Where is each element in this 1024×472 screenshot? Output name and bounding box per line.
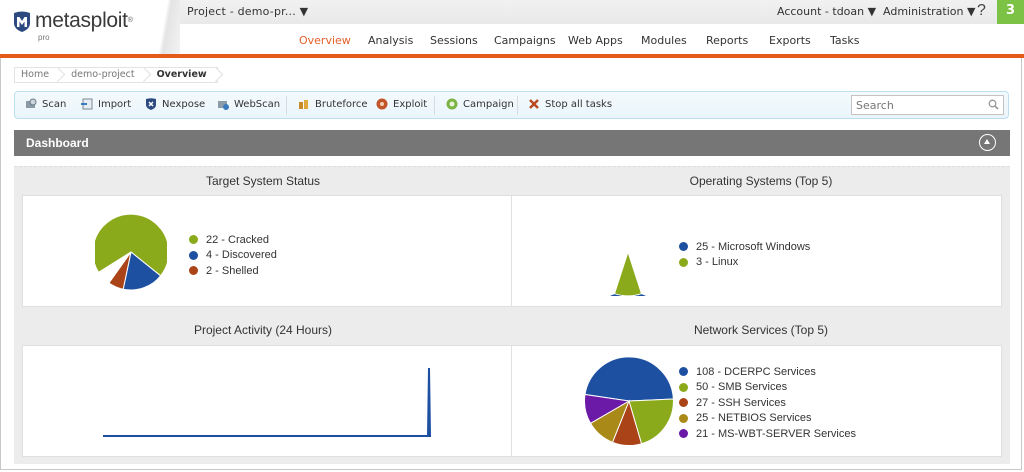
search-input[interactable] — [852, 96, 982, 114]
legend-dot — [679, 257, 688, 267]
legend-dot — [679, 413, 688, 423]
metasploit-logo[interactable]: metasploit® pro — [12, 9, 133, 42]
nav-modules[interactable]: Modules — [641, 34, 687, 47]
logo-text: metasploit® — [35, 9, 133, 32]
services-pie-chart[interactable] — [584, 356, 674, 446]
legend-item[interactable]: 25 - NETBIOS Services — [679, 411, 856, 427]
activity-line-chart[interactable] — [23, 346, 513, 458]
dashboard-header: Dashboard — [14, 130, 1010, 156]
nav-exports[interactable]: Exports — [769, 34, 811, 47]
toolbar-separator — [434, 96, 435, 115]
nav-web-apps[interactable]: Web Apps — [568, 34, 623, 47]
nav-overview[interactable]: Overview — [299, 34, 351, 47]
nav-reports[interactable]: Reports — [706, 34, 749, 47]
breadcrumb-current: Overview — [145, 68, 217, 82]
os-legend: 25 - Microsoft Windows 3 - Linux — [679, 239, 810, 270]
stop-icon — [529, 99, 539, 109]
legend-item[interactable]: 50 - SMB Services — [679, 380, 856, 396]
nav-analysis[interactable]: Analysis — [368, 34, 414, 47]
nav-sessions[interactable]: Sessions — [430, 34, 478, 47]
legend-item[interactable]: 108 - DCERPC Services — [679, 364, 856, 380]
target-status-pie-chart[interactable] — [95, 208, 167, 296]
scan-button[interactable]: Scan — [25, 98, 66, 110]
webscan-icon — [218, 101, 229, 110]
campaign-icon — [446, 98, 458, 110]
scan-icon — [26, 98, 37, 108]
toolbar-separator — [286, 96, 287, 115]
project-menu[interactable]: Project - demo-pr... ▼ — [187, 5, 309, 18]
exploit-button[interactable]: Exploit — [376, 98, 427, 110]
search-field[interactable] — [851, 95, 1004, 115]
toolbar-separator — [517, 96, 518, 115]
legend-item[interactable]: 21 - MS-WBT-SERVER Services — [679, 426, 856, 442]
legend-item[interactable]: 22 - Cracked — [189, 232, 277, 248]
breadcrumb: Home demo-project Overview — [14, 67, 218, 83]
stop-all-tasks-button[interactable]: Stop all tasks — [528, 98, 612, 110]
legend-item[interactable]: 3 - Linux — [679, 255, 810, 271]
nav-accent-bar — [0, 54, 1024, 58]
legend-item[interactable]: 4 - Discovered — [189, 248, 277, 264]
dashboard-body: Target System Status Operating Systems (… — [14, 166, 1010, 464]
dashboard-title: Dashboard — [26, 136, 89, 150]
services-title: Network Services (Top 5) — [693, 323, 829, 337]
import-icon — [81, 98, 93, 110]
activity-title: Project Activity (24 Hours) — [193, 323, 333, 337]
bruteforce-icon — [299, 100, 308, 109]
services-panel: 108 - DCERPC Services 50 - SMB Services … — [511, 345, 1002, 457]
legend-dot — [679, 242, 688, 252]
header-slant-decoration — [150, 0, 180, 54]
legend-dot — [189, 235, 198, 245]
help-button[interactable]: ? — [977, 2, 986, 19]
nav-tasks[interactable]: Tasks — [830, 34, 860, 47]
action-toolbar: Scan Import Nexpose WebScan Bruteforce E… — [14, 91, 1009, 119]
legend-dot — [679, 398, 688, 408]
account-menu[interactable]: Account - tdoan ▼ — [777, 5, 877, 18]
os-title: Operating Systems (Top 5) — [689, 174, 833, 188]
search-icon[interactable] — [988, 99, 999, 110]
bruteforce-button[interactable]: Bruteforce — [298, 98, 368, 110]
notification-badge[interactable]: 3 — [997, 0, 1024, 24]
legend-dot — [189, 266, 198, 276]
legend-dot — [679, 367, 688, 377]
collapse-icon[interactable] — [979, 134, 996, 151]
administration-menu[interactable]: Administration ▼ — [883, 5, 976, 18]
nexpose-icon — [146, 98, 156, 110]
breadcrumb-home[interactable]: Home — [15, 68, 59, 82]
services-legend: 108 - DCERPC Services 50 - SMB Services … — [679, 364, 856, 442]
exploit-icon — [376, 98, 388, 110]
os-panel: 25 - Microsoft Windows 3 - Linux — [511, 195, 1002, 307]
legend-item[interactable]: 27 - SSH Services — [679, 395, 856, 411]
nav-campaigns[interactable]: Campaigns — [494, 34, 556, 47]
os-pie-chart[interactable] — [584, 208, 672, 296]
import-button[interactable]: Import — [81, 98, 131, 110]
legend-dot — [679, 382, 688, 392]
metasploit-shield-icon — [14, 11, 30, 32]
legend-dot — [189, 250, 198, 260]
legend-item[interactable]: 25 - Microsoft Windows — [679, 239, 810, 255]
logo-edition: pro — [38, 33, 50, 42]
target-status-title: Target System Status — [205, 174, 321, 188]
breadcrumb-project[interactable]: demo-project — [59, 68, 145, 82]
webscan-button[interactable]: WebScan — [217, 98, 280, 110]
target-status-panel: 22 - Cracked 4 - Discovered 2 - Shelled — [22, 195, 512, 307]
target-status-legend: 22 - Cracked 4 - Discovered 2 - Shelled — [189, 232, 277, 279]
legend-item[interactable]: 2 - Shelled — [189, 263, 277, 279]
legend-dot — [679, 429, 688, 439]
nexpose-button[interactable]: Nexpose — [145, 98, 205, 110]
campaign-button[interactable]: Campaign — [446, 98, 514, 110]
logo-area — [0, 0, 175, 54]
activity-panel — [22, 345, 512, 457]
